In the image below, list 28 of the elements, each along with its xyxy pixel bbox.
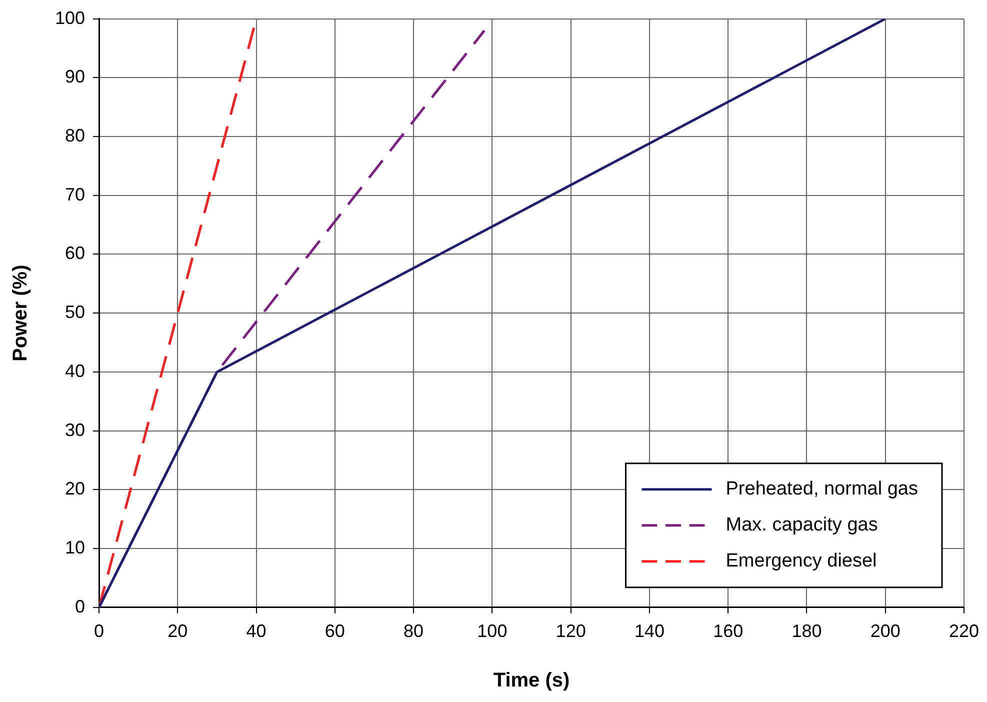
- x-tick-label: 180: [792, 621, 822, 642]
- x-axis-title: Time (s): [493, 670, 570, 692]
- y-axis-title: Power (%): [10, 264, 32, 362]
- y-tick-label: 70: [65, 184, 86, 204]
- y-tick-label: 80: [65, 125, 86, 146]
- legend-label: Max. capacity gas: [726, 514, 878, 536]
- x-tick-label: 0: [94, 621, 104, 642]
- x-tick-label: 60: [324, 621, 345, 642]
- legend-label: Emergency diesel: [726, 550, 877, 572]
- y-tick-label: 50: [65, 302, 86, 322]
- x-tick-label: 80: [404, 621, 424, 642]
- y-tick-label: 20: [65, 478, 86, 499]
- x-tick-label: 140: [634, 621, 664, 642]
- y-tick-label: 90: [65, 66, 86, 87]
- x-tick-label: 20: [168, 621, 188, 642]
- y-tick-label: 40: [65, 360, 86, 381]
- x-tick-label: 40: [246, 621, 266, 642]
- y-tick-label: 30: [65, 420, 86, 440]
- x-tick-label: 220: [948, 621, 980, 642]
- x-tick-label: 120: [556, 621, 586, 642]
- y-tick-label: 10: [65, 538, 86, 558]
- x-tick-label: 200: [870, 621, 900, 642]
- y-tick-label: 0: [75, 596, 86, 616]
- legend-label: Preheated, normal gas: [726, 478, 918, 500]
- y-tick-label: 100: [54, 8, 86, 28]
- y-tick-label: 60: [65, 243, 86, 264]
- x-tick-label: 100: [477, 621, 508, 642]
- x-tick-label: 160: [713, 621, 744, 642]
